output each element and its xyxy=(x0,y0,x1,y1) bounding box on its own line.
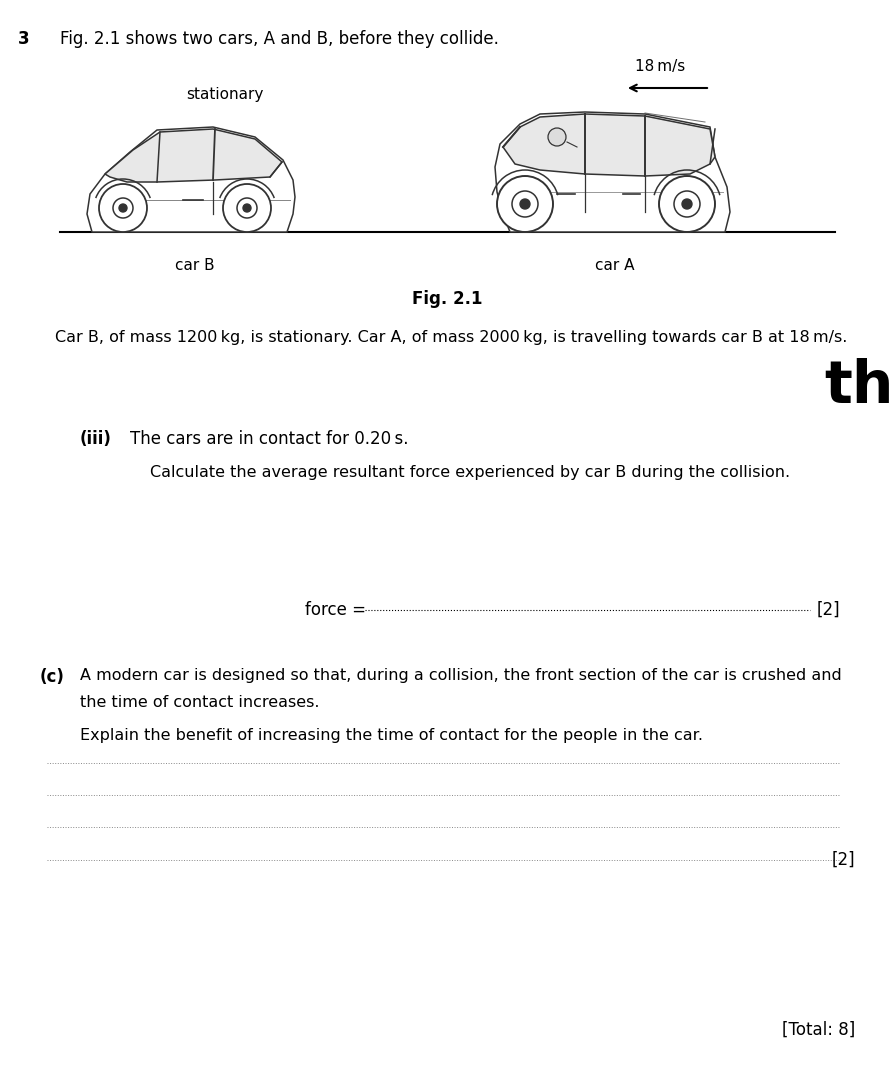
Circle shape xyxy=(497,175,553,232)
Text: [Total: 8]: [Total: 8] xyxy=(781,1021,855,1039)
Text: The cars are in contact for 0.20 s.: The cars are in contact for 0.20 s. xyxy=(130,430,409,448)
Polygon shape xyxy=(495,112,730,232)
Text: force =: force = xyxy=(305,601,371,620)
Polygon shape xyxy=(503,114,715,175)
Text: 3: 3 xyxy=(18,30,30,48)
Text: car B: car B xyxy=(175,258,215,273)
Text: [2]: [2] xyxy=(831,851,855,869)
Polygon shape xyxy=(87,127,295,232)
Text: A modern car is designed so that, during a collision, the front section of the c: A modern car is designed so that, during… xyxy=(80,668,842,683)
Circle shape xyxy=(243,204,251,212)
Polygon shape xyxy=(105,129,282,182)
Text: the time of contact increases.: the time of contact increases. xyxy=(80,696,319,710)
Text: (iii): (iii) xyxy=(80,430,112,448)
Circle shape xyxy=(99,184,147,232)
Text: Fig. 2.1 shows two cars, A and B, before they collide.: Fig. 2.1 shows two cars, A and B, before… xyxy=(60,30,499,48)
Text: Fig. 2.1: Fig. 2.1 xyxy=(412,290,482,308)
Text: (c): (c) xyxy=(40,668,65,686)
Text: Calculate the average resultant force experienced by car B during the collision.: Calculate the average resultant force ex… xyxy=(150,465,790,480)
Circle shape xyxy=(223,184,271,232)
Circle shape xyxy=(682,199,692,209)
Text: 18 m/s: 18 m/s xyxy=(635,59,685,74)
Text: stationary: stationary xyxy=(186,88,264,103)
Circle shape xyxy=(237,198,257,218)
Circle shape xyxy=(119,204,127,212)
Text: [2]: [2] xyxy=(816,601,840,620)
Text: car A: car A xyxy=(595,258,635,273)
Circle shape xyxy=(548,128,566,146)
Text: th: th xyxy=(824,358,894,415)
Text: Car B, of mass 1200 kg, is stationary. Car A, of mass 2000 kg, is travelling tow: Car B, of mass 1200 kg, is stationary. C… xyxy=(55,330,848,345)
Circle shape xyxy=(520,199,530,209)
Circle shape xyxy=(113,198,133,218)
Text: Explain the benefit of increasing the time of contact for the people in the car.: Explain the benefit of increasing the ti… xyxy=(80,728,703,743)
Circle shape xyxy=(512,192,538,217)
Circle shape xyxy=(659,175,715,232)
Circle shape xyxy=(674,192,700,217)
